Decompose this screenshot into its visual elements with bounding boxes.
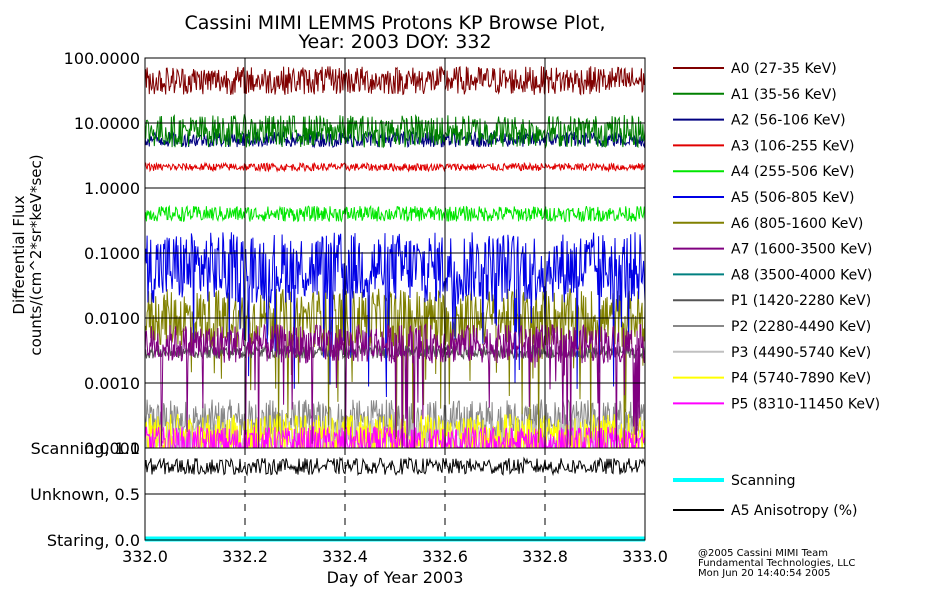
x-tick-label-3: 332.6 [422, 547, 468, 566]
anisotropy-line [144, 456, 646, 477]
mode-legend-label-0: Scanning [731, 473, 796, 489]
flux-tick-label-6: 0.0001 [84, 439, 140, 458]
legend-label-5: A5 (506-805 KeV) [731, 190, 854, 206]
chart-subtitle: Year: 2003 DOY: 332 [297, 31, 491, 53]
flux-series-line-4 [145, 204, 645, 223]
flux-tick-label-3: 0.1000 [84, 244, 140, 263]
flux-tick-label-2: 1.0000 [84, 179, 140, 198]
legend-label-11: P3 (4490-5740 KeV) [731, 345, 871, 361]
legend-label-10: P2 (2280-4490 KeV) [731, 319, 871, 335]
mode-tick-label-1: Unknown, 0.5 [30, 485, 140, 504]
legend-label-3: A3 (106-255 KeV) [731, 138, 854, 154]
legend-label-8: A8 (3500-4000 KeV) [731, 267, 872, 283]
x-tick-label-1: 332.2 [222, 547, 268, 566]
legend-label-7: A7 (1600-3500 KeV) [731, 242, 872, 258]
flux-series-line-3 [145, 161, 645, 173]
credits: @2005 Cassini MIMI Team Fundamental Tech… [698, 548, 855, 579]
x-tick-label-0: 332.0 [122, 547, 168, 566]
legend-label-13: P5 (8310-11450 KeV) [731, 396, 880, 412]
flux-y-label-line1: Differential Flux [10, 195, 28, 314]
flux-series-group [145, 65, 645, 448]
flux-series-line-1 [145, 114, 645, 149]
legend: A0 (27-35 KeV) A1 (35-56 KeV) A2 (56-106 K… [673, 61, 880, 519]
flux-y-label-line2: counts/(cm^2*sr*keV*sec) [27, 154, 45, 355]
credits-line3: Mon Jun 20 14:40:54 2005 [698, 568, 831, 579]
flux-series-line-0 [145, 65, 645, 96]
mode-panel-frame [144, 447, 646, 541]
legend-label-9: P1 (1420-2280 KeV) [731, 293, 871, 309]
chart-title: Cassini MIMI LEMMS Protons KP Browse Plo… [184, 12, 605, 34]
legend-label-6: A6 (805-1600 KeV) [731, 216, 863, 232]
x-tick-label-4: 332.8 [522, 547, 568, 566]
flux-series-line-6 [145, 288, 645, 448]
x-tick-label-2: 332.4 [322, 547, 368, 566]
legend-label-4: A4 (255-506 KeV) [731, 164, 854, 180]
flux-tick-label-5: 0.0010 [84, 374, 140, 393]
x-axis-label: Day of Year 2003 [327, 568, 464, 587]
flux-series-line-7 [145, 323, 645, 448]
credits-line1: @2005 Cassini MIMI Team [698, 548, 828, 559]
legend-label-0: A0 (27-35 KeV) [731, 61, 837, 77]
flux-panel: 100.0000 10.0000 1.0000 0.1000 0.0100 0.0010 0… [64, 49, 646, 458]
mode-tick-label-0: Scanning, 1.0 [31, 439, 140, 458]
flux-tick-label-4: 0.0100 [84, 309, 140, 328]
legend-label-1: A1 (35-56 KeV) [731, 87, 837, 103]
x-tick-label-5: 333.0 [622, 547, 668, 566]
mode-legend-label-1: A5 Anisotropy (%) [731, 503, 858, 519]
mode-tick-label-2: Staring, 0.0 [47, 531, 140, 550]
legend-label-2: A2 (56-106 KeV) [731, 113, 846, 129]
flux-series-line-13 [145, 425, 645, 448]
credits-line2: Fundamental Technologies, LLC [698, 558, 855, 569]
flux-y-axis-label: Differential Flux counts/(cm^2*sr*keV*se… [10, 154, 45, 355]
flux-tick-label-0: 100.0000 [64, 49, 140, 68]
legend-label-12: P4 (5740-7890 KeV) [731, 371, 871, 387]
flux-tick-label-1: 10.0000 [74, 114, 140, 133]
